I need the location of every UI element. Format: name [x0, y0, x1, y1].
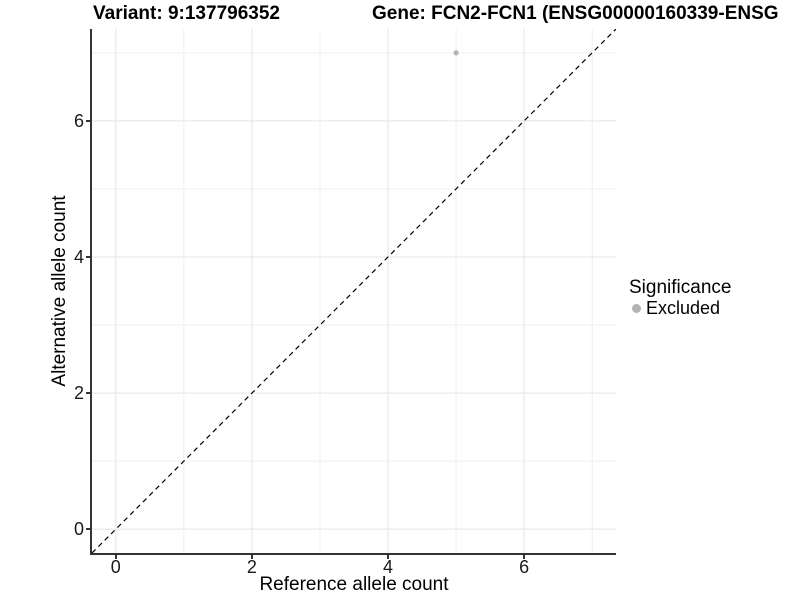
x-tick-label: 6 — [519, 557, 530, 577]
identity-line — [92, 29, 616, 553]
y-tick-label: 2 — [73, 383, 84, 404]
x-tick-label: 0 — [110, 557, 121, 577]
y-tick-label: 4 — [73, 246, 84, 267]
legend-title: Significance — [629, 277, 732, 298]
y-tick-mark — [86, 528, 90, 531]
legend-item: Excluded — [632, 299, 731, 318]
x-tick-mark — [250, 555, 253, 559]
y-tick-mark — [86, 255, 90, 258]
x-tick-mark — [387, 555, 390, 559]
x-tick-mark — [114, 555, 117, 559]
y-tick-mark — [86, 119, 90, 122]
y-tick-label: 6 — [73, 110, 84, 131]
variant-title: Variant: 9:137796352 — [93, 3, 280, 24]
x-tick-label: 4 — [383, 557, 394, 577]
y-tick-label: 0 — [73, 519, 84, 540]
gene-title: Gene: FCN2-FCN1 (ENSG00000160339-ENSG — [372, 3, 779, 24]
y-axis-title: Alternative allele count — [49, 195, 70, 387]
data-point — [453, 50, 459, 56]
legend: Significance Excluded — [629, 277, 731, 318]
x-tick-mark — [523, 555, 526, 559]
x-tick-label: 2 — [246, 557, 257, 577]
legend-key-dot-icon — [632, 304, 641, 313]
plot-panel — [90, 29, 616, 555]
x-axis-title: Reference allele count — [259, 574, 449, 595]
legend-item-label: Excluded — [646, 298, 721, 318]
scatter-plot-canvas — [92, 29, 616, 553]
y-tick-mark — [86, 392, 90, 395]
